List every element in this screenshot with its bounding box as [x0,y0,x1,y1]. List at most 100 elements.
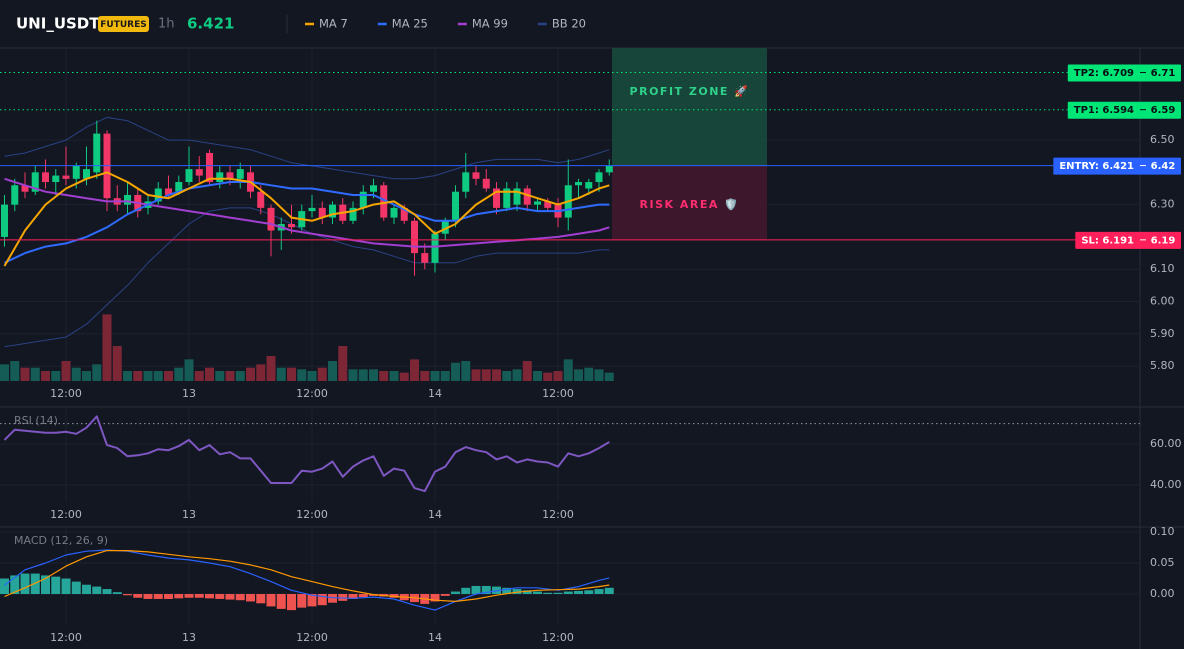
candle-body [534,201,542,205]
volume-bar [553,371,563,381]
y-tick-label: 6.50 [1150,133,1175,146]
risk-zone-label: RISK AREA 🛡️ [640,198,740,211]
volume-bar [143,371,153,381]
candle-body [370,185,378,192]
macd-histogram-bar [164,594,174,599]
volume-bar [461,361,471,381]
y-tick-label: 6.10 [1150,262,1175,275]
candle-body [11,185,19,205]
macd-histogram-bar [215,594,225,599]
macd-histogram-bar [194,594,204,598]
volume-bar [533,371,543,381]
macd-histogram-bar [82,584,92,595]
candle-body [257,191,265,208]
candle-body [595,172,603,183]
y-tick-label: 40.00 [1150,478,1182,491]
macd-histogram-bar [205,594,215,599]
volume-bar [451,362,461,381]
macd-histogram-bar [502,587,512,595]
macd-histogram-bar [358,594,368,598]
candle-body [308,207,316,212]
x-tick-label: 14 [428,508,442,521]
volume-bar [471,369,481,381]
volume-bar [266,356,276,381]
volume-bar [379,371,389,381]
volume-bar [30,367,40,381]
volume-bar [256,364,266,381]
level-axis-label: 6.19 [1151,235,1176,246]
volume-bar [287,367,297,381]
candle-body [400,207,408,221]
volume-bar [481,369,491,381]
macd-histogram-bar [92,586,102,595]
candle-body [42,172,50,183]
volume-bar [10,361,20,381]
volume-bar [420,371,430,381]
candle-body [175,182,183,192]
macd-histogram-bar [440,594,450,596]
candle-body [585,182,593,189]
macd-histogram-bar [512,589,522,595]
macd-histogram-bar [389,594,399,598]
volume-bar [71,367,81,381]
legend-label: MA 99 [472,17,508,31]
volume-bar [543,372,553,381]
candle-body [72,165,80,179]
volume-bar [399,372,409,381]
macd-histogram-bar [307,594,317,607]
candle-body [349,207,357,221]
macd-histogram-bar [256,594,266,604]
x-tick-label: 12:00 [542,508,574,521]
volume-bar [102,314,112,381]
volume-bar [205,367,215,381]
macd-histogram-bar [348,594,358,599]
x-tick-label: 12:00 [296,631,328,644]
macd-histogram-bar [604,587,614,595]
badge-bg [98,16,149,32]
macd-histogram-bar [471,585,481,595]
candle-body [544,201,552,208]
macd-histogram-bar [235,594,245,601]
candle-body [62,175,70,179]
x-tick-label: 12:00 [50,508,82,521]
volume-bar [584,367,594,381]
macd-histogram-bar [492,586,502,595]
x-tick-label: 12:00 [296,387,328,400]
interval: 1h [158,17,175,32]
moving-average [3,171,610,267]
macd-histogram-bar [102,589,112,595]
macd-histogram-bar [543,592,553,595]
macd-histogram-bar [594,589,604,595]
candle-body [575,182,583,186]
x-tick-label: 13 [182,631,196,644]
macd-histogram-bar [41,575,51,595]
candle-body [236,169,244,179]
volume-bar [276,367,286,381]
macd-histogram-bar [61,578,71,595]
legend: MA 7 MA 25 MA 99 BB 20 [305,17,586,31]
candle-body [390,207,398,218]
legend-label: MA 25 [392,17,428,31]
volume-bar [246,367,256,381]
symbol: UNI_USDT [16,15,100,33]
volume-bar [92,364,102,381]
x-tick-label: 14 [428,387,442,400]
volume-bar [328,361,338,381]
legend-label: BB 20 [552,17,586,31]
macd-histogram-bar [553,592,563,595]
moving-average [4,181,610,264]
candle-body [267,207,275,231]
macd-histogram-bar [481,585,491,595]
candle-body [482,178,490,189]
volume-bar [51,371,61,381]
x-tick-label: 12:00 [50,631,82,644]
candle-body [154,188,162,202]
y-tick-label: 60.00 [1150,437,1182,450]
macd-histogram-bar [153,594,163,599]
candle-body [421,253,429,263]
level-label-bg [1067,101,1181,119]
level-label: TP2: 6.709 [1074,68,1134,79]
x-tick-label: 12:00 [50,387,82,400]
candle-body [288,224,296,228]
y-tick-label: 0.10 [1150,525,1175,538]
